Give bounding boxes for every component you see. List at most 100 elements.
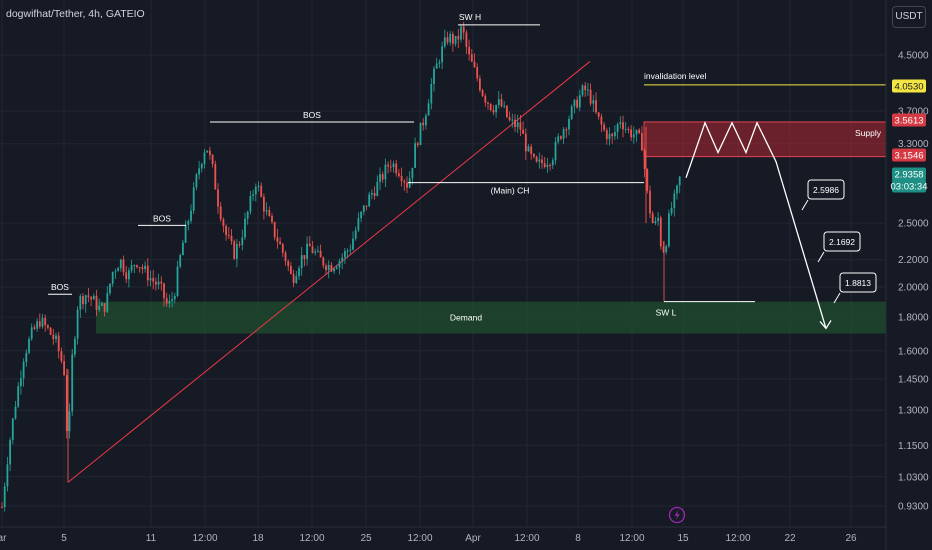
- target-callout[interactable]: 1.8813: [833, 272, 877, 304]
- candle: [182, 239, 184, 256]
- currency-button[interactable]: USDT: [892, 6, 926, 28]
- candle: [481, 88, 484, 98]
- candle: [109, 283, 111, 296]
- candle: [460, 24, 462, 43]
- candle: [3, 482, 6, 512]
- price-tag: 3.1546: [892, 148, 926, 162]
- candle: [265, 202, 268, 216]
- candle: [346, 248, 349, 258]
- candle: [209, 146, 211, 160]
- candle: [298, 265, 300, 280]
- candle: [446, 31, 449, 45]
- candle: [20, 370, 22, 395]
- candle: [443, 29, 446, 49]
- candle: [254, 183, 257, 202]
- candle: [527, 144, 530, 152]
- y-tick-label: 3.7000: [898, 106, 929, 117]
- x-tick-label: 18: [252, 533, 264, 544]
- candle: [587, 82, 589, 97]
- x-tick-label: 12:00: [407, 533, 432, 544]
- level-label: BOS: [51, 282, 69, 292]
- candle: [330, 261, 333, 272]
- candle: [430, 77, 433, 110]
- candle: [643, 148, 646, 178]
- candle: [403, 179, 406, 191]
- candle: [14, 400, 17, 420]
- candle: [357, 212, 360, 232]
- candle: [49, 327, 52, 336]
- time-axis[interactable]: ar 5 11 12:00 18 12:00 25 12:00 Apr 12:00 8 12:00 15…: [0, 533, 857, 544]
- level-label: SW H: [459, 12, 481, 22]
- candle: [560, 135, 562, 141]
- candle: [389, 159, 392, 173]
- projection-layer: 2.5986 2.1692 1.8813: [685, 121, 877, 330]
- projection-path[interactable]: [685, 121, 827, 329]
- target-label: 1.8813: [845, 278, 871, 288]
- candle: [249, 190, 252, 215]
- target-label: 2.1692: [829, 237, 855, 247]
- candle: [11, 417, 14, 445]
- candle: [435, 57, 438, 69]
- x-tick-label: 12:00: [299, 533, 324, 544]
- candle: [495, 104, 497, 118]
- supply-zone-label: Supply: [855, 128, 882, 138]
- candle: [524, 128, 527, 160]
- x-tick-label: 12:00: [619, 533, 644, 544]
- target-callout[interactable]: 2.1692: [817, 231, 861, 263]
- candle: [441, 41, 443, 70]
- lightning-icon[interactable]: [668, 506, 686, 524]
- candle: [111, 271, 114, 287]
- candle: [333, 267, 335, 275]
- candle: [438, 59, 441, 68]
- candle: [308, 235, 311, 247]
- candle: [543, 156, 546, 169]
- candle: [219, 201, 222, 222]
- candle: [519, 114, 522, 136]
- x-tick-label: 8: [575, 533, 581, 544]
- candle: [95, 289, 98, 316]
- target-callout[interactable]: 2.5986: [801, 179, 845, 211]
- level-label: SW L: [656, 308, 677, 318]
- candle: [217, 183, 219, 214]
- candle: [311, 241, 314, 254]
- demand-zone[interactable]: [96, 301, 886, 334]
- candle: [562, 126, 565, 144]
- y-tick-label: 1.6000: [898, 346, 929, 357]
- y-tick-label: 0.9300: [898, 502, 929, 513]
- candle: [233, 239, 236, 260]
- candle: [238, 241, 241, 248]
- candle: [146, 258, 149, 287]
- candle: [627, 126, 630, 134]
- candle: [163, 282, 165, 307]
- candle: [365, 205, 368, 211]
- candle: [425, 113, 427, 130]
- candle: [6, 456, 9, 492]
- candle: [268, 206, 271, 217]
- candle: [136, 264, 138, 269]
- candle: [319, 244, 322, 258]
- candle: [400, 167, 403, 187]
- candle: [52, 328, 55, 345]
- candle: [60, 347, 63, 364]
- candle: [57, 331, 60, 359]
- candle: [454, 35, 457, 47]
- candle: [600, 113, 603, 133]
- candle: [92, 293, 95, 300]
- price-axis[interactable]: 4.5000 3.7000 3.3000 2.5000 2.2000 2.0000 1.80…: [898, 51, 929, 513]
- price-tag-label: 03:03:34: [891, 182, 928, 193]
- candle: [55, 332, 57, 344]
- candle: [470, 49, 473, 63]
- candle: [28, 336, 30, 355]
- candle: [678, 176, 681, 194]
- candle: [630, 125, 632, 141]
- candle: [117, 266, 119, 272]
- candle: [317, 245, 319, 253]
- candle: [514, 114, 516, 132]
- candle: [47, 324, 49, 330]
- candle: [200, 162, 203, 173]
- candle: [530, 144, 533, 160]
- candle: [468, 39, 470, 61]
- candle: [603, 122, 605, 132]
- candle: [33, 324, 36, 331]
